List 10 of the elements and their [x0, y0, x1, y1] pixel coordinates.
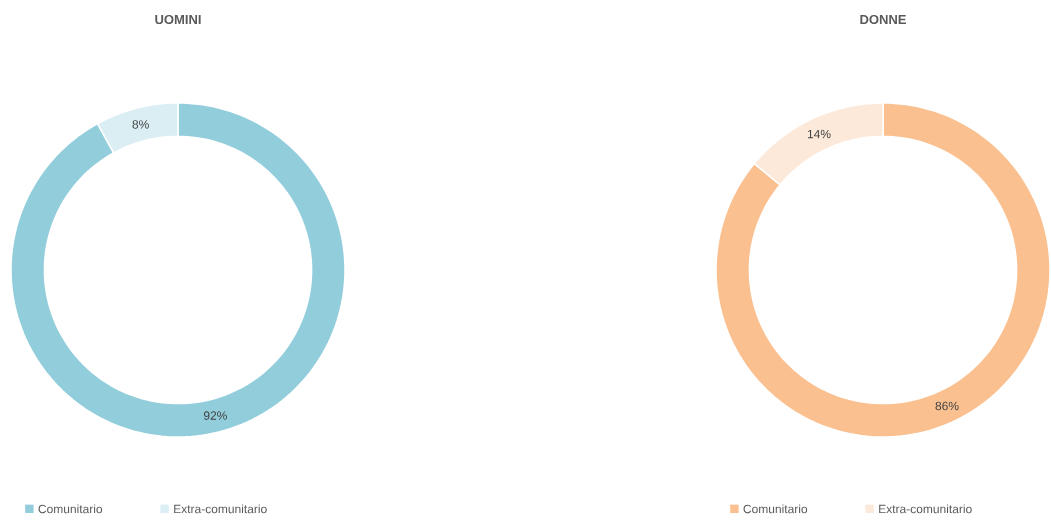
data-label: 86%	[935, 401, 959, 411]
chart-title: UOMINI	[155, 14, 201, 25]
data-label: 8%	[132, 120, 149, 129]
legend-label: Extra-comunitario	[879, 504, 972, 514]
legend-label: Extra-comunitario	[174, 504, 267, 514]
legend-label: Comunitario	[38, 504, 103, 514]
data-label: 92%	[203, 411, 227, 420]
chart-title: DONNE	[860, 14, 906, 25]
data-label: 14%	[807, 129, 831, 139]
legend-label: Comunitario	[743, 504, 808, 514]
